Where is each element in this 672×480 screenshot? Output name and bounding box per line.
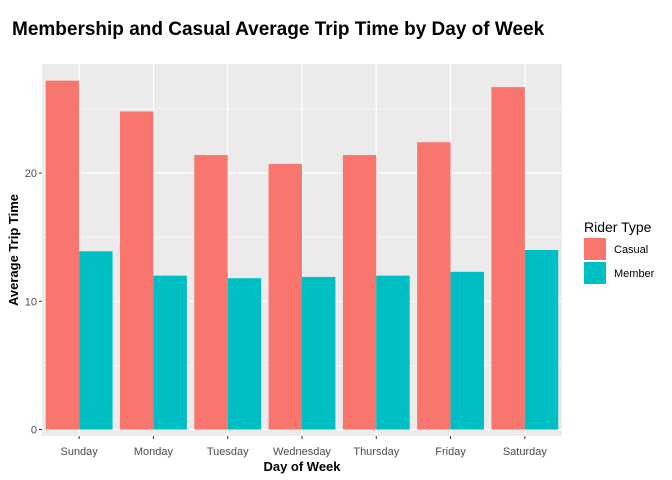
x-tick-label: Thursday <box>353 446 399 458</box>
legend-label-member: Member <box>614 268 655 280</box>
bar-member-wednesday <box>302 276 336 430</box>
bar-casual-sunday <box>45 80 80 430</box>
bar-casual-tuesday <box>194 155 228 430</box>
bar-casual-friday <box>417 142 451 430</box>
y-axis: 0 10 20 <box>25 168 42 437</box>
chart-title: Membership and Casual Average Trip Time … <box>12 19 545 40</box>
x-tick-label: Wednesday <box>273 446 331 458</box>
bar-casual-wednesday <box>268 164 302 430</box>
x-tick-label: Sunday <box>60 446 98 458</box>
bar-casual-saturday <box>491 87 525 430</box>
bar-casual-thursday <box>342 155 377 430</box>
bar-member-tuesday <box>227 278 262 430</box>
y-tick-label: 0 <box>31 425 37 437</box>
bar-casual-monday <box>120 111 154 430</box>
x-tick-label: Friday <box>435 446 466 458</box>
legend-title: Rider Type <box>584 219 652 235</box>
legend-key-member <box>584 262 606 284</box>
bar-member-saturday <box>524 250 559 430</box>
bar-member-thursday <box>376 275 410 430</box>
y-tick-label: 10 <box>25 296 37 308</box>
legend-label-casual: Casual <box>614 244 648 256</box>
y-axis-title: Average Trip Time <box>6 194 21 306</box>
x-axis: Sunday Monday Tuesday Wednesday Thursday Frid… <box>60 436 547 458</box>
legend: Rider Type Casual Member <box>584 219 655 284</box>
x-axis-title: Day of Week <box>263 459 341 474</box>
bars <box>45 80 559 430</box>
legend-key-casual <box>584 238 606 260</box>
bar-member-friday <box>450 271 484 430</box>
y-tick-label: 20 <box>25 168 37 180</box>
x-tick-label: Tuesday <box>207 446 249 458</box>
x-tick-label: Saturday <box>503 446 548 458</box>
bar-member-monday <box>153 275 187 430</box>
x-tick-label: Monday <box>134 446 174 458</box>
bar-member-sunday <box>79 251 113 430</box>
